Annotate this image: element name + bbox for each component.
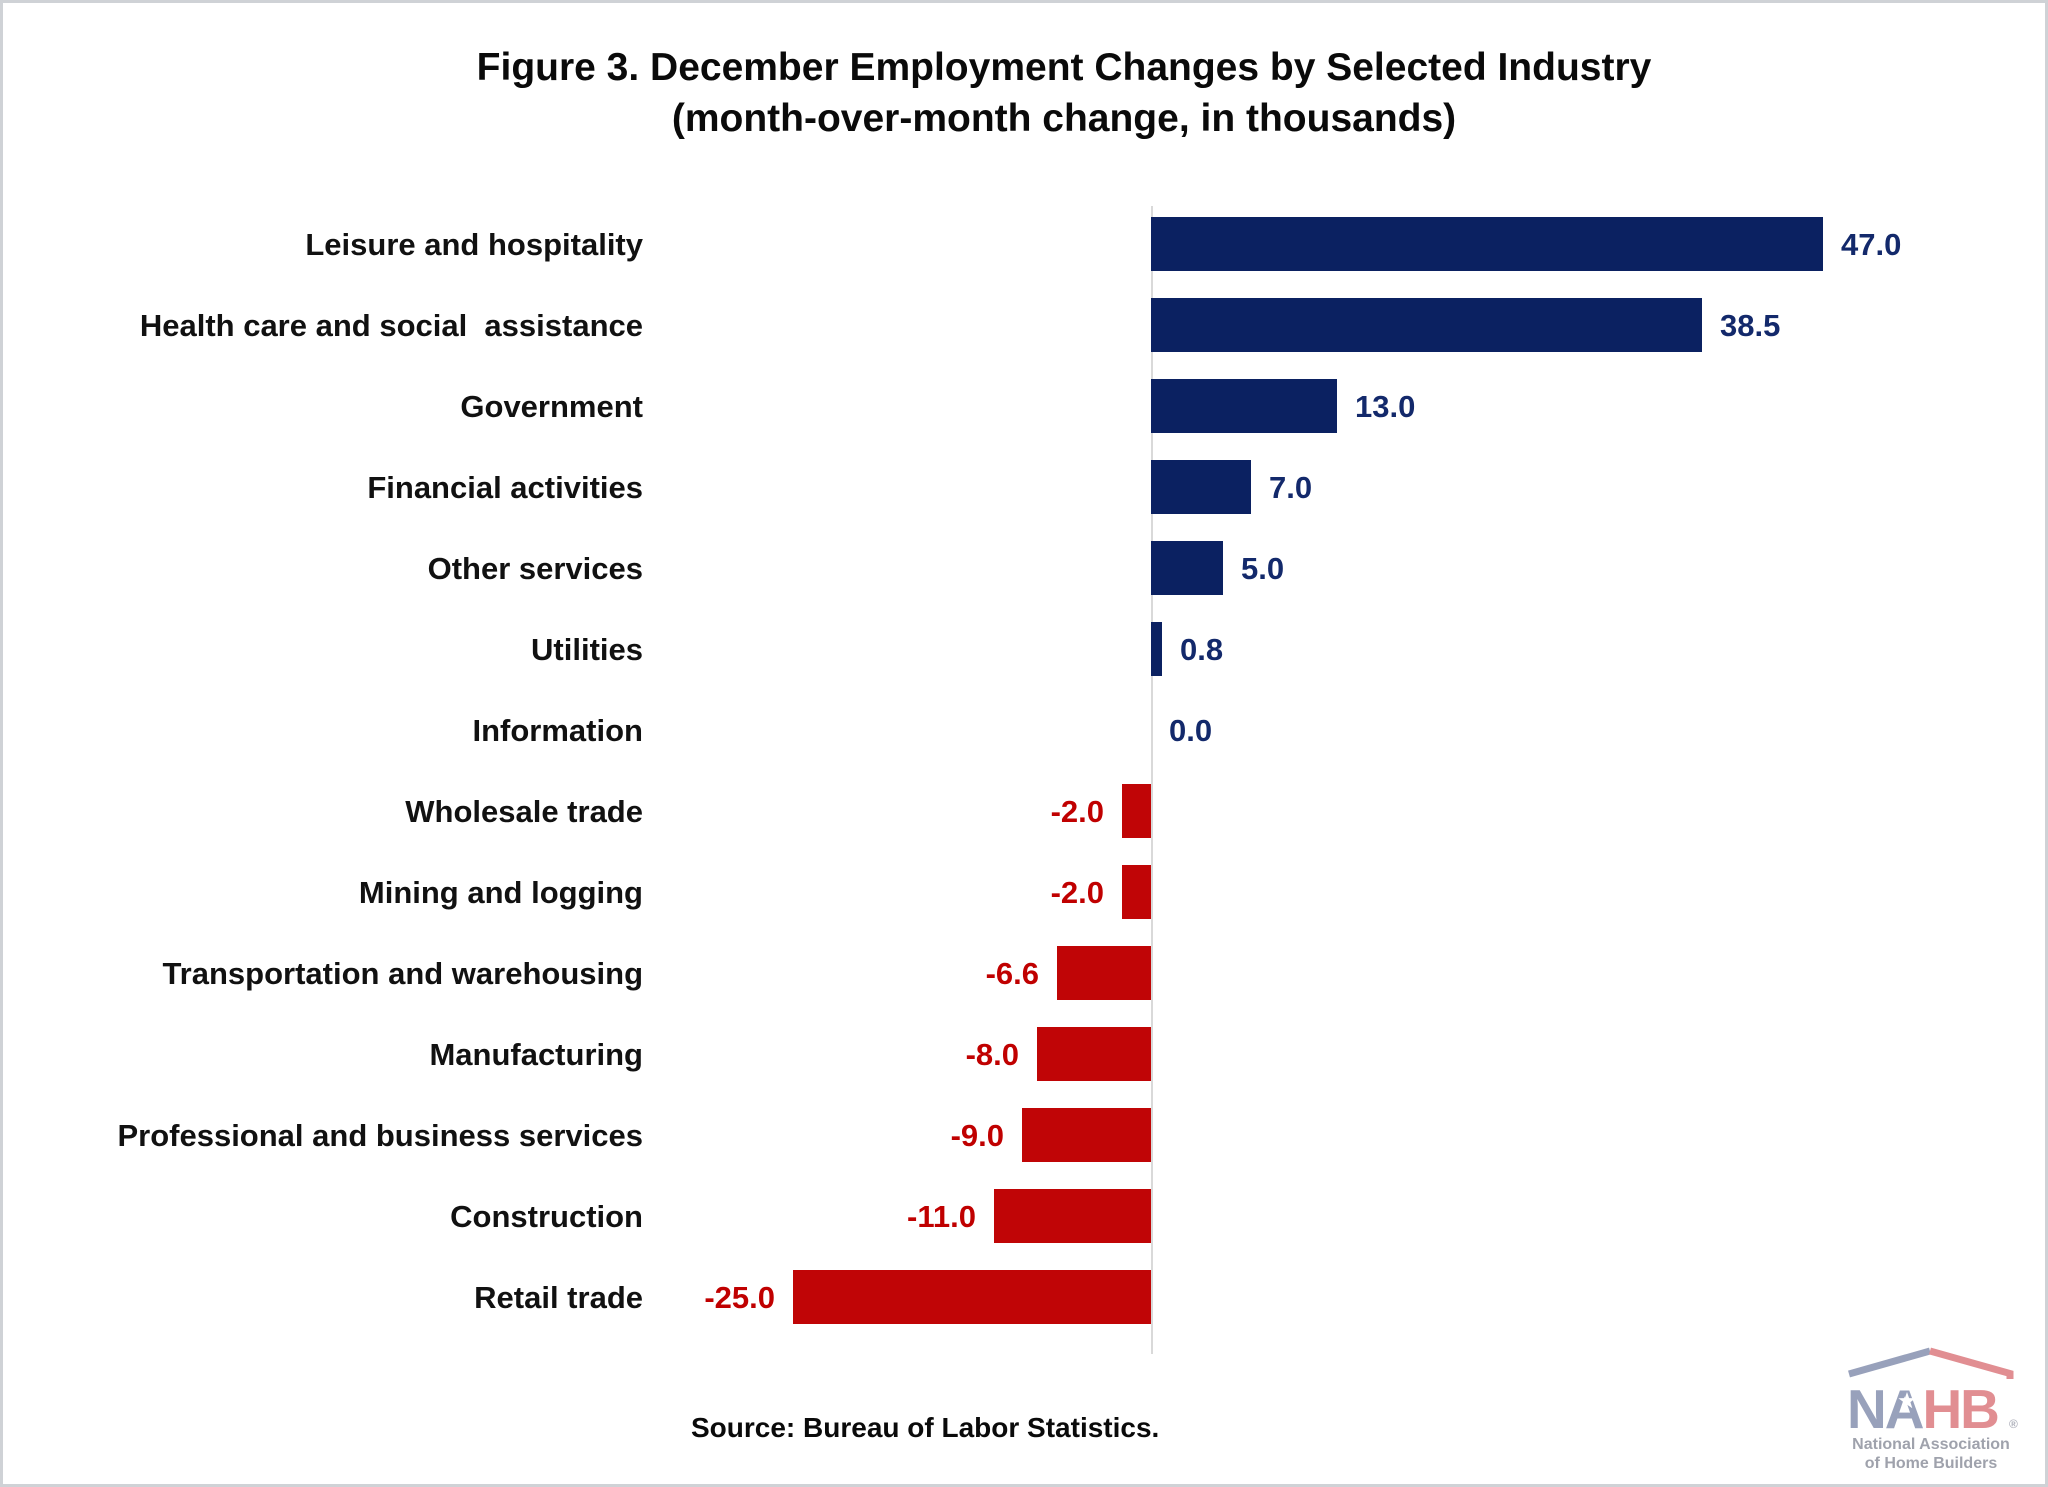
- value-label: -9.0: [950, 1117, 1004, 1153]
- bar-track: 5.0: [643, 528, 2045, 609]
- bar-row: Government 13.0: [3, 366, 2045, 447]
- bar-track: -25.0: [643, 1257, 2045, 1338]
- negative-bar: [994, 1189, 1151, 1244]
- bar-track: 13.0: [643, 366, 2045, 447]
- nahb-logo: NAHB ® National Association of Home Buil…: [1847, 1347, 2018, 1472]
- bar-row: Construction -11.0: [3, 1176, 2045, 1257]
- value-label: -2.0: [1050, 793, 1104, 829]
- value-label: 0.0: [1169, 712, 1213, 748]
- bar-track: -6.6: [643, 933, 2045, 1014]
- bar-row: Retail trade -25.0: [3, 1257, 2045, 1338]
- chart-title-line1: Figure 3. December Employment Changes by…: [476, 46, 1652, 89]
- negative-bar: [1057, 946, 1151, 1001]
- positive-bar: [1151, 298, 1702, 353]
- category-label: Government: [460, 388, 643, 424]
- category-label: Transportation and warehousing: [162, 955, 643, 991]
- bar-row: Other services 5.0: [3, 528, 2045, 609]
- bar-row: Wholesale trade -2.0: [3, 771, 2045, 852]
- logo-roof-right: [1929, 1347, 2014, 1379]
- category-label: Wholesale trade: [405, 793, 643, 829]
- value-label: 7.0: [1269, 469, 1313, 505]
- logo-star-icon: [1898, 1392, 1916, 1409]
- value-label: -6.6: [985, 955, 1039, 991]
- logo-roof-left: [1848, 1347, 1931, 1378]
- category-label: Leisure and hospitality: [305, 226, 643, 262]
- bar-row: Financial activities 7.0: [3, 447, 2045, 528]
- category-label: Financial activities: [367, 469, 643, 505]
- category-label: Retail trade: [474, 1279, 643, 1315]
- bar-row: Manufacturing -8.0: [3, 1014, 2045, 1095]
- bar-row: Information 0.0: [3, 690, 2045, 771]
- source-note: Source: Bureau of Labor Statistics.: [691, 1412, 1160, 1444]
- logo-wordmark: NAHB: [1847, 1378, 1998, 1440]
- negative-bar: [793, 1270, 1151, 1325]
- negative-bar: [1037, 1027, 1151, 1082]
- category-label: Information: [472, 712, 644, 748]
- category-label: Construction: [450, 1198, 643, 1234]
- logo-tagline-line1: National Association: [1852, 1436, 2010, 1453]
- bar-row: Transportation and warehousing -6.6: [3, 933, 2045, 1014]
- logo-tagline-line2: of Home Builders: [1865, 1455, 1998, 1472]
- positive-bar: [1151, 379, 1337, 434]
- value-label: 0.8: [1180, 631, 1224, 667]
- bar-chart: Leisure and hospitality 47.0 Health care a…: [3, 204, 2045, 1355]
- value-label: 13.0: [1355, 388, 1416, 424]
- zero-axis-line: [1151, 206, 1153, 1355]
- logo-na: NA: [1847, 1378, 1924, 1440]
- bar-row: Leisure and hospitality 47.0: [3, 204, 2045, 285]
- category-label: Professional and business services: [117, 1117, 643, 1153]
- bar-track: 38.5: [643, 285, 2045, 366]
- bar-rows: Leisure and hospitality 47.0 Health care a…: [3, 204, 2045, 1338]
- value-label: -25.0: [704, 1279, 775, 1315]
- bar-row: Mining and logging -2.0: [3, 852, 2045, 933]
- category-label: Utilities: [531, 631, 643, 667]
- value-label: -8.0: [965, 1036, 1019, 1072]
- value-label: 38.5: [1720, 307, 1781, 343]
- value-label: 47.0: [1841, 226, 1902, 262]
- category-label: Other services: [427, 550, 643, 586]
- bar-row: Utilities 0.8: [3, 609, 2045, 690]
- bar-track: -2.0: [643, 852, 2045, 933]
- bar-track: -8.0: [643, 1014, 2045, 1095]
- positive-bar: [1151, 541, 1223, 596]
- bar-track: 0.0: [643, 690, 2045, 771]
- category-label: Mining and logging: [358, 874, 643, 910]
- positive-bar: [1151, 460, 1251, 515]
- value-label: -2.0: [1050, 874, 1104, 910]
- bar-row: Health care and social assistance 38.5: [3, 285, 2045, 366]
- chart-title-line2: (month-over-month change, in thousands): [671, 96, 1457, 140]
- bar-track: -11.0: [643, 1176, 2045, 1257]
- logo-hb: HB: [1922, 1378, 1998, 1440]
- value-label: 5.0: [1241, 550, 1285, 586]
- bar-track: -9.0: [643, 1095, 2045, 1176]
- chart-title: Figure 3. December Employment Changes by…: [3, 43, 2045, 144]
- category-label: Health care and social assistance: [139, 307, 643, 343]
- negative-bar: [1022, 1108, 1151, 1163]
- bar-track: 7.0: [643, 447, 2045, 528]
- bar-track: -2.0: [643, 771, 2045, 852]
- negative-bar: [1122, 784, 1151, 839]
- value-label: -11.0: [907, 1198, 976, 1234]
- bar-row: Professional and business services -9.0: [3, 1095, 2045, 1176]
- positive-bar: [1151, 217, 1823, 272]
- positive-bar: [1151, 622, 1162, 677]
- bar-track: 0.8: [643, 609, 2045, 690]
- negative-bar: [1122, 865, 1151, 920]
- registered-mark: ®: [2009, 1417, 2018, 1431]
- bar-track: 47.0: [643, 204, 2045, 285]
- category-label: Manufacturing: [429, 1036, 643, 1072]
